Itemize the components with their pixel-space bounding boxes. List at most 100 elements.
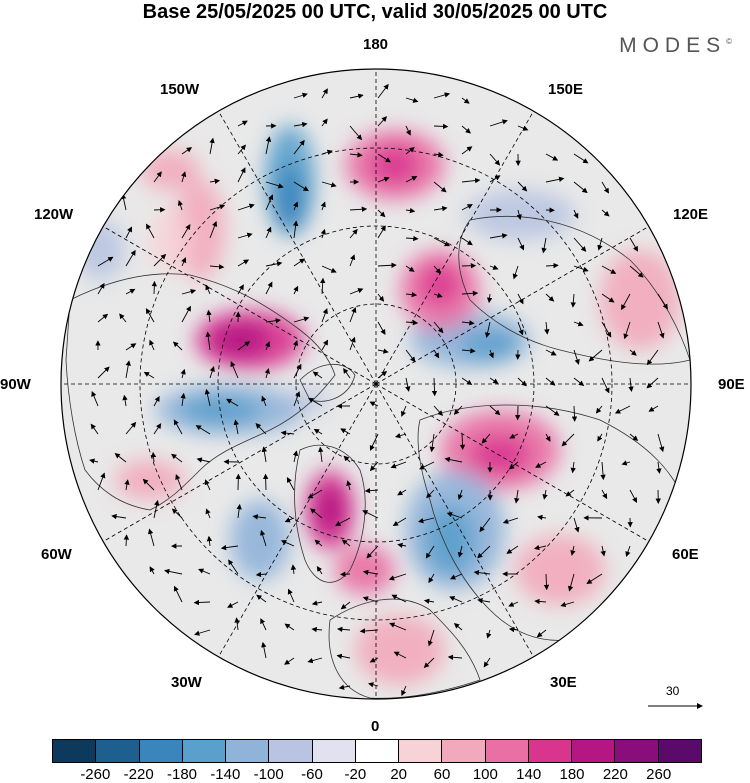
- wind-arrow: [418, 517, 435, 524]
- wind-arrow: [629, 265, 644, 278]
- wind-arrow: [261, 446, 267, 463]
- wind-arrow: [193, 599, 211, 606]
- wind-arrow: [377, 262, 397, 268]
- wind-arrow: [181, 257, 187, 267]
- wind-arrow: [320, 277, 326, 295]
- wind-arrow: [431, 377, 438, 397]
- wind-arrow: [508, 626, 519, 633]
- wind-arrow: [517, 125, 529, 131]
- wind-arrow: [433, 405, 444, 416]
- wind-arrow: [125, 249, 136, 267]
- wind-arrow: [147, 528, 155, 547]
- wind-arrow: [97, 282, 105, 295]
- wind-arrow: [307, 489, 323, 499]
- wind-arrow: [181, 224, 191, 239]
- wind-arrow: [533, 544, 547, 551]
- wind-arrow: [181, 147, 193, 155]
- wind-arrow: [349, 228, 358, 239]
- wind-arrow: [150, 451, 157, 463]
- colorbar-segment: [355, 740, 400, 762]
- wind-arrow: [433, 321, 444, 334]
- wind-arrow: [405, 319, 419, 326]
- wind-arrow: [97, 366, 110, 379]
- label-30e: 30E: [550, 674, 577, 691]
- wind-arrow: [237, 284, 244, 295]
- colorbar-tick-label: 100: [472, 766, 498, 783]
- colorbar-tick-label: -140: [210, 766, 241, 783]
- wind-arrow: [260, 529, 267, 547]
- wind-arrow: [362, 596, 379, 603]
- coastline-north-america: [65, 273, 336, 511]
- wind-arrow: [508, 601, 519, 607]
- wind-arrow: [377, 225, 386, 239]
- wind-arrow: [597, 237, 603, 251]
- wind-arrow: [429, 433, 435, 453]
- anomaly-blob: [115, 460, 185, 500]
- wind-arrow: [461, 320, 475, 326]
- wind-arrow: [629, 349, 637, 356]
- wind-arrow: [228, 559, 239, 575]
- wind-arrow: [368, 682, 379, 688]
- wind-arrow: [341, 539, 351, 547]
- colorbar-tick-label: 60: [433, 766, 451, 783]
- wind-arrow: [293, 201, 299, 211]
- wind-arrow: [601, 181, 609, 194]
- colorbar-tick-label: -20: [344, 766, 367, 783]
- wind-arrow: [196, 457, 211, 463]
- wind-arrow: [209, 204, 226, 211]
- wind-arrow: [180, 368, 186, 379]
- anomaly-blob: [425, 505, 475, 575]
- wind-arrow: [483, 657, 491, 668]
- wind-arrow: [362, 510, 379, 519]
- label-150w: 150W: [160, 81, 200, 98]
- colorbar-tick-label: -260: [80, 766, 111, 783]
- wind-arrow: [433, 237, 451, 247]
- wind-arrow: [392, 517, 407, 526]
- wind-arrow: [349, 288, 364, 295]
- wind-arrow: [181, 288, 197, 295]
- wind-arrow: [369, 461, 379, 472]
- wind-arrow: [321, 118, 328, 127]
- wind-arrow: [588, 349, 603, 362]
- wind-arrow: [446, 512, 463, 519]
- wind-arrow: [369, 657, 379, 663]
- logo-mark: ©: [726, 37, 732, 46]
- wind-arrow: [261, 395, 267, 407]
- wind-arrow: [237, 341, 251, 351]
- wind-arrow: [545, 262, 559, 269]
- wind-arrow: [377, 83, 389, 99]
- wind-arrow: [119, 313, 127, 323]
- wind-arrow: [293, 181, 309, 192]
- wind-arrow: [427, 629, 435, 647]
- wind-vectors: [89, 83, 668, 697]
- wind-arrow: [428, 573, 435, 584]
- wind-arrow: [359, 628, 379, 634]
- colorbar-tick-label: -100: [253, 766, 284, 783]
- wind-arrow: [625, 545, 631, 557]
- wind-arrow: [573, 265, 589, 272]
- wind-arrow: [340, 601, 351, 610]
- wind-arrow: [364, 488, 379, 494]
- wind-arrow: [486, 629, 492, 639]
- wind-arrow: [477, 598, 491, 604]
- wind-arrow: [206, 309, 212, 323]
- wind-arrow: [153, 396, 160, 407]
- anomaly-blob: [515, 535, 605, 605]
- wind-arrow: [181, 171, 187, 183]
- wind-arrow: [205, 331, 211, 351]
- wind-arrow: [142, 478, 155, 491]
- anomaly-blob: [600, 250, 680, 350]
- wind-arrow: [433, 205, 448, 212]
- wind-arrow: [461, 177, 481, 184]
- label-30w: 30W: [171, 674, 202, 691]
- wind-arrow: [453, 623, 463, 631]
- wind-arrow: [349, 152, 363, 158]
- wind-arrow: [457, 489, 463, 501]
- wind-arrow: [153, 423, 162, 435]
- colorbar-tick-label: -220: [123, 766, 154, 783]
- wind-arrow: [459, 433, 466, 451]
- wind-arrow: [293, 285, 299, 295]
- wind-arrow: [293, 121, 308, 128]
- wind-arrow: [122, 394, 128, 407]
- wind-arrow: [237, 120, 248, 127]
